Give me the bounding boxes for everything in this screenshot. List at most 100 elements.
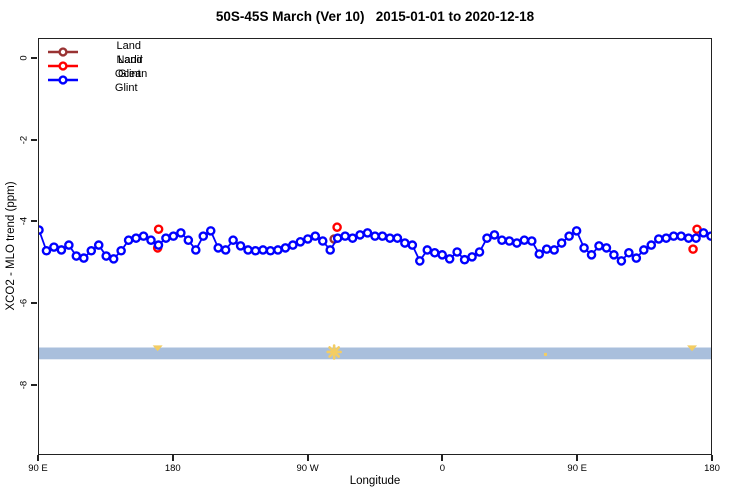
ocean-glint-point bbox=[392, 233, 403, 243]
ocean-glint-point bbox=[153, 240, 164, 250]
ocean-glint-point bbox=[288, 240, 298, 250]
ocean-glint-point bbox=[213, 243, 223, 253]
legend-label: Land Glint bbox=[118, 54, 143, 80]
ocean-glint-point bbox=[138, 231, 149, 241]
x-tick-mark bbox=[441, 455, 444, 461]
ocean-glint-point bbox=[698, 228, 709, 238]
y-tick-mark bbox=[31, 138, 37, 141]
ocean-glint-point bbox=[482, 233, 492, 243]
ocean-glint-point bbox=[706, 231, 711, 241]
legend-row: Land Nadir bbox=[47, 40, 149, 66]
ocean-glint-point bbox=[549, 245, 559, 255]
ocean-glint-point bbox=[504, 236, 515, 246]
ocean-glint-point bbox=[146, 235, 156, 245]
ocean-glint-point bbox=[639, 245, 649, 255]
y-tick-label: -4 bbox=[18, 217, 30, 226]
ocean-glint-point bbox=[512, 238, 522, 248]
legend: Land Nadir Land Glint Ocean Glint bbox=[47, 40, 149, 94]
x-tick-label: 90 E bbox=[28, 463, 48, 474]
x-tick-mark bbox=[37, 455, 39, 461]
ocean-glint-point bbox=[631, 253, 642, 263]
x-tick-label: 90 W bbox=[296, 463, 319, 474]
x-tick-mark bbox=[711, 455, 713, 461]
ocean-glint-point bbox=[601, 243, 612, 253]
ocean-glint-point bbox=[444, 254, 455, 264]
ocean-glint-point bbox=[310, 231, 321, 241]
y-tick-label: -6 bbox=[18, 298, 30, 308]
ocean-glint-point bbox=[683, 233, 694, 243]
ocean-glint-point bbox=[49, 242, 59, 252]
y-tick-mark bbox=[31, 302, 37, 305]
ocean-glint-point bbox=[362, 228, 373, 238]
ocean-glint-point bbox=[564, 231, 574, 241]
ocean-glint-point bbox=[474, 247, 485, 257]
ocean-glint-point bbox=[39, 225, 44, 235]
chart-title: 50S-45S March (Ver 10) 2015-01-01 to 202… bbox=[215, 9, 535, 24]
flag-asterisk bbox=[328, 346, 341, 358]
ocean-glint-point bbox=[541, 244, 552, 254]
flag-triangle bbox=[152, 345, 163, 352]
ocean-glint-point bbox=[108, 254, 119, 264]
y-axis-label: XCO2 - MLO trend (ppm) bbox=[5, 181, 17, 311]
ocean-glint-point bbox=[273, 245, 283, 255]
ocean-glint-point bbox=[452, 247, 462, 257]
ocean-glint-point bbox=[64, 240, 74, 250]
flag-dot bbox=[543, 352, 547, 356]
coverage-band bbox=[39, 347, 711, 360]
y-tick-mark bbox=[31, 220, 37, 223]
ocean-glint-point bbox=[86, 245, 97, 256]
ocean-glint-point bbox=[332, 233, 343, 243]
legend-row: Ocean Glint bbox=[47, 68, 149, 94]
legend-marker-icon bbox=[48, 47, 78, 57]
ocean-glint-point bbox=[303, 234, 313, 244]
ocean-glint-point bbox=[168, 231, 179, 241]
ocean-glint-point bbox=[161, 233, 171, 243]
ocean-glint-point bbox=[616, 256, 627, 266]
legend-label: Land Nadir bbox=[116, 40, 143, 66]
ocean-glint-point bbox=[691, 233, 701, 243]
ocean-glint-point bbox=[205, 226, 216, 236]
ocean-glint-point bbox=[41, 245, 52, 256]
ocean-glint-point bbox=[489, 230, 500, 240]
ocean-glint-point bbox=[93, 240, 104, 250]
ocean-glint-point bbox=[556, 238, 567, 248]
ocean-glint-point bbox=[250, 245, 261, 256]
ocean-glint-point bbox=[400, 238, 410, 248]
ocean-glint-point bbox=[467, 252, 477, 262]
ocean-glint-point bbox=[586, 250, 597, 260]
ocean-glint-point bbox=[579, 243, 589, 253]
ocean-glint-point bbox=[131, 233, 141, 243]
ocean-glint-point bbox=[183, 235, 194, 245]
legend-label: Ocean Glint bbox=[114, 68, 148, 94]
x-tick-label: 180 bbox=[704, 463, 720, 474]
x-tick-mark bbox=[576, 455, 579, 461]
plot-area: Land Nadir Land Glint Ocean Glint bbox=[38, 38, 712, 455]
x-axis-label: Longitude bbox=[349, 475, 401, 487]
ocean-glint-point bbox=[661, 233, 671, 243]
ocean-glint-point bbox=[265, 245, 276, 256]
y-tick-label: -2 bbox=[18, 135, 30, 144]
ocean-glint-point bbox=[347, 233, 358, 243]
ocean-glint-point bbox=[228, 235, 238, 245]
ocean-glint-point bbox=[325, 245, 335, 255]
ocean-glint-point bbox=[653, 234, 664, 244]
ocean-glint-point bbox=[415, 256, 425, 266]
ocean-glint-point bbox=[71, 251, 82, 261]
ocean-glint-point bbox=[370, 231, 380, 241]
ocean-glint-point bbox=[56, 245, 67, 255]
land-glint-point bbox=[688, 244, 698, 254]
legend-row: Land Glint bbox=[47, 54, 149, 80]
ocean-glint-point bbox=[519, 235, 530, 245]
ocean-glint-point bbox=[243, 245, 253, 255]
y-tick-label: 0 bbox=[18, 55, 30, 61]
ocean-glint-point bbox=[527, 236, 537, 246]
ocean-glint-point bbox=[317, 236, 328, 246]
ocean-glint-point bbox=[497, 235, 507, 245]
ocean-glint-point bbox=[101, 251, 111, 261]
land-glint-point bbox=[153, 224, 164, 235]
y-tick-mark bbox=[31, 383, 37, 386]
ocean-glint-point bbox=[429, 248, 440, 258]
ocean-glint-point bbox=[295, 237, 306, 247]
ocean-glint-point bbox=[176, 228, 186, 238]
